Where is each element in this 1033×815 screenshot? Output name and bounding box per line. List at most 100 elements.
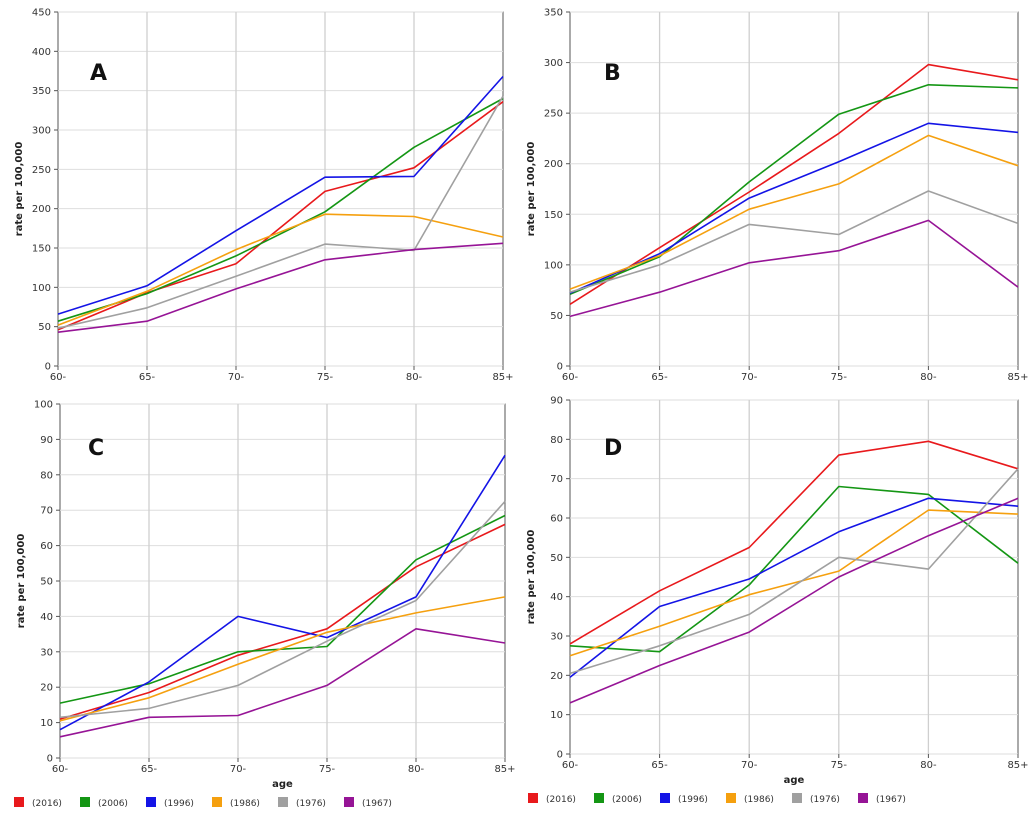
panel-c: 0 10 20 30 40 50 60 70 80 90 100 60- 65- 70- 75- 80- 85+…	[16, 400, 516, 791]
legend-swatch	[278, 797, 288, 807]
series-line-1986	[569, 134, 1019, 290]
series-line-2006	[569, 84, 1019, 295]
series-line-1967	[569, 219, 1019, 318]
panel-b: 0 50 100 150 200 250 300 350 60- 65- 70- 75- 80- 85+ r…	[526, 8, 1029, 384]
y-tick-label: 200	[544, 159, 563, 170]
panel-a: 0 50 100 150 200 250 300 350 400 450 60- 65- 70- 75- 8…	[14, 8, 514, 384]
y-tick-label: 250	[32, 165, 51, 176]
panel-d: 0 10 20 30 40 50 60 70 80 90 60- 65- 70- 75- 80- 85+ rat…	[526, 396, 1029, 787]
series-line-2006	[57, 97, 504, 322]
x-tick-label: 70-	[741, 372, 758, 383]
legend-label: (1996)	[164, 799, 194, 809]
y-tick-label: 350	[32, 86, 51, 97]
x-tick-label: 65-	[651, 760, 668, 771]
x-tick-label: 70-	[228, 372, 245, 383]
series-line-1967	[59, 627, 506, 738]
legend-swatch	[660, 793, 670, 803]
y-tick-label: 0	[557, 362, 563, 373]
legend-swatch	[594, 793, 604, 803]
y-tick-label: 60	[40, 541, 53, 552]
y-tick-label: 450	[32, 8, 51, 19]
y-tick-label: 0	[557, 750, 563, 761]
series-line-1996	[569, 497, 1019, 678]
series-line-1986	[59, 596, 506, 722]
panel-label: B	[604, 61, 621, 86]
series-line-1996	[569, 122, 1019, 294]
x-tick-label: 65-	[141, 764, 158, 775]
y-tick-label: 40	[40, 612, 53, 623]
y-tick-label: 20	[40, 683, 53, 694]
y-tick-label: 30	[550, 632, 563, 643]
series-line-1986	[569, 509, 1019, 657]
legend-swatch	[726, 793, 736, 803]
series-line-1976	[569, 190, 1019, 293]
legend-swatch	[858, 793, 868, 803]
x-tick-label: 65-	[651, 372, 668, 383]
x-tick-label: 60-	[50, 372, 67, 383]
legend-swatch	[80, 797, 90, 807]
y-tick-label: 150	[544, 210, 563, 221]
series-line-1996	[57, 75, 504, 315]
x-tick-label: 75-	[317, 372, 334, 383]
legend-swatch	[212, 797, 222, 807]
x-tick-label: 75-	[831, 372, 848, 383]
y-tick-label: 70	[550, 474, 563, 485]
legend-swatch	[792, 793, 802, 803]
legend-swatch	[14, 797, 24, 807]
panel-label: C	[88, 436, 104, 461]
y-tick-label: 150	[32, 244, 51, 255]
y-tick-label: 0	[45, 362, 51, 373]
y-tick-label: 90	[550, 396, 563, 407]
legend-label: (1996)	[678, 795, 708, 805]
y-tick-label: 50	[40, 577, 53, 588]
y-tick-label: 0	[47, 754, 53, 765]
plot-area	[57, 11, 504, 367]
y-tick-label: 100	[544, 260, 563, 271]
x-tick-label: 85+	[1007, 760, 1028, 771]
x-tick-label: 85+	[492, 372, 513, 383]
legend-label: (1967)	[876, 795, 906, 805]
legend-1: (2016) (2006) (1996) (1986) (1976) (1967)	[14, 797, 392, 809]
y-tick-label: 60	[550, 514, 563, 525]
x-tick-label: 60-	[52, 764, 69, 775]
x-tick-label: 75-	[831, 760, 848, 771]
y-tick-label: 350	[544, 8, 563, 19]
legend-label: (2016)	[32, 799, 62, 809]
legend-label: (2016)	[546, 795, 576, 805]
x-tick-label: 70-	[230, 764, 247, 775]
panel-label: A	[90, 61, 107, 86]
legend-label: (1967)	[362, 799, 392, 809]
legend-label: (1986)	[230, 799, 260, 809]
plot-area	[569, 399, 1019, 755]
x-tick-label: 60-	[562, 760, 579, 771]
y-tick-label: 70	[40, 506, 53, 517]
y-tick-label: 90	[40, 435, 53, 446]
series-line-2016	[569, 440, 1019, 645]
x-tick-label: 85+	[1007, 372, 1028, 383]
y-tick-label: 100	[34, 400, 53, 411]
y-tick-label: 50	[550, 553, 563, 564]
y-axis-label: rate per 100,000	[16, 534, 27, 629]
legend-label: (1976)	[296, 799, 326, 809]
legend-swatch	[344, 797, 354, 807]
legend-label: (1976)	[810, 795, 840, 805]
x-axis-label: age	[784, 775, 805, 786]
y-tick-label: 30	[40, 647, 53, 658]
y-tick-label: 50	[38, 322, 51, 333]
x-tick-label: 60-	[562, 372, 579, 383]
y-tick-label: 300	[544, 58, 563, 69]
legend-label: (2006)	[612, 795, 642, 805]
legend-swatch	[528, 793, 538, 803]
legend-2: (2016) (2006) (1996) (1986) (1976) (1967)	[528, 793, 906, 805]
series-line-1976	[569, 468, 1019, 675]
y-tick-label: 400	[32, 47, 51, 58]
series-line-1996	[59, 454, 506, 731]
series-line-1976	[59, 500, 506, 719]
series-line-1986	[57, 213, 504, 326]
series-line-1976	[57, 95, 504, 329]
y-tick-label: 40	[550, 592, 563, 603]
series-line-1967	[57, 242, 504, 333]
y-axis-label: rate per 100,000	[526, 530, 537, 625]
